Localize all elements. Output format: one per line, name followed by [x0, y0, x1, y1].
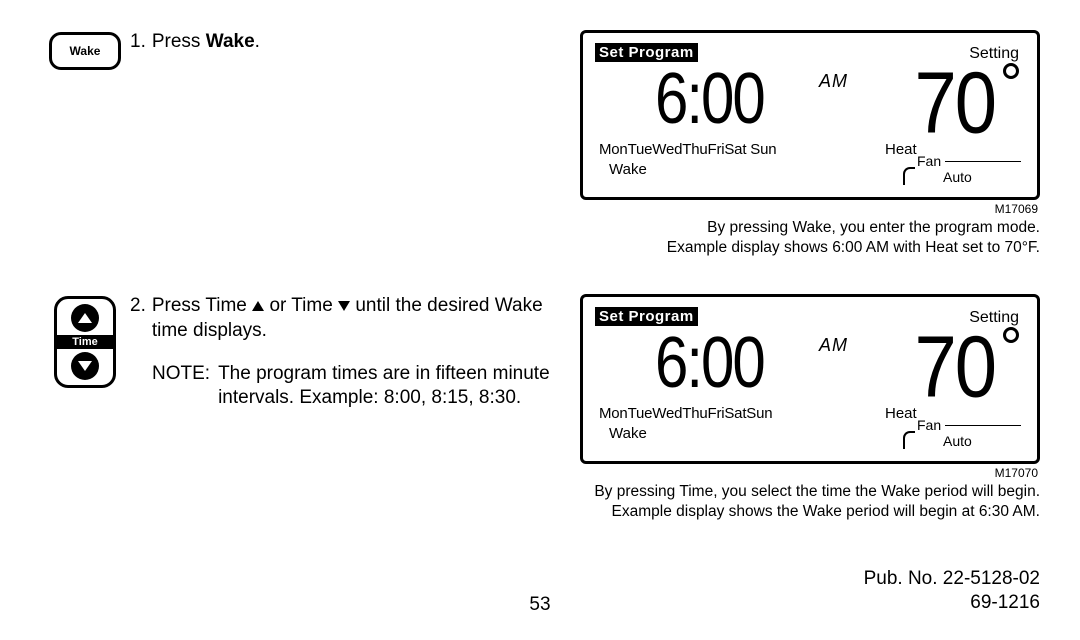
period-label: Wake: [609, 161, 647, 178]
time-display: 6:00: [655, 57, 764, 140]
ampm-display: AM: [819, 71, 848, 92]
step-2-number: 2.: [130, 294, 146, 343]
triangle-up-inline-icon: [252, 301, 264, 311]
doc-number: 69-1216: [970, 592, 1040, 613]
page-number: 53: [529, 594, 550, 616]
step-1-body: Press Wake.: [152, 30, 260, 55]
page-footer: 53 Pub. No. 22-5128-02 69-1216: [40, 567, 1040, 616]
thermostat-screen-2: Set Program Setting 6:00 AM 70 MonTueWed…: [580, 294, 1040, 464]
fan-bracket-icon: [903, 431, 915, 449]
caption-1: By pressing Wake, you enter the program …: [570, 218, 1040, 258]
figure-code-1: M17069: [995, 202, 1038, 216]
step-1-number: 1.: [130, 30, 146, 55]
fan-label: Fan: [917, 417, 943, 433]
fan-line: [945, 425, 1021, 426]
fan-label: Fan: [917, 153, 943, 169]
display-col-2: Set Program Setting 6:00 AM 70 MonTueWed…: [570, 294, 1040, 522]
button-col-1: Wake: [40, 30, 130, 70]
days-row: MonTueWedThuFriSat Sun: [599, 141, 776, 158]
fan-line: [945, 161, 1021, 162]
caption-2: By pressing Time, you select the time th…: [570, 482, 1040, 522]
fan-block: Fan Auto: [903, 419, 1021, 451]
period-label: Wake: [609, 425, 647, 442]
temp-display: 70: [914, 53, 995, 153]
fan-mode-label: Auto: [943, 169, 972, 185]
triangle-down-icon: [78, 361, 92, 371]
step-2-body: Press Time or Time until the desired Wak…: [152, 294, 550, 343]
degree-icon: [1003, 63, 1019, 79]
thermostat-screen-1: Set Program Setting 6:00 AM 70 MonTueWed…: [580, 30, 1040, 200]
time-up-button[interactable]: [71, 304, 99, 332]
pub-number: Pub. No. 22-5128-02: [864, 568, 1040, 589]
note-label: NOTE:: [152, 362, 210, 411]
triangle-up-icon: [78, 313, 92, 323]
fan-mode-label: Auto: [943, 433, 972, 449]
ampm-display: AM: [819, 335, 848, 356]
step-2-row: Time 2. Press Time or Time until the des…: [40, 294, 1040, 522]
triangle-down-inline-icon: [338, 301, 350, 311]
note-block: NOTE: The program times are in fifteen m…: [130, 362, 550, 411]
step-1-row: Wake 1. Press Wake. Set Program Setting …: [40, 30, 1040, 258]
wake-button-label: Wake: [70, 44, 101, 58]
pub-block: Pub. No. 22-5128-02 69-1216: [864, 567, 1040, 616]
step-2-text: 2. Press Time or Time until the desired …: [130, 294, 570, 411]
time-button-group: Time: [54, 296, 116, 388]
fan-block: Fan Auto: [903, 155, 1021, 187]
temp-display: 70: [914, 317, 995, 417]
days-row: MonTueWedThuFriSatSun: [599, 405, 772, 422]
wake-button[interactable]: Wake: [49, 32, 121, 70]
note-body: The program times are in fifteen minute …: [218, 362, 550, 411]
step-1-text: 1. Press Wake.: [130, 30, 570, 55]
time-down-button[interactable]: [71, 352, 99, 380]
button-col-2: Time: [40, 294, 130, 388]
fan-bracket-icon: [903, 167, 915, 185]
time-button-label: Time: [57, 335, 113, 349]
degree-icon: [1003, 327, 1019, 343]
time-display: 6:00: [655, 321, 764, 404]
display-col-1: Set Program Setting 6:00 AM 70 MonTueWed…: [570, 30, 1040, 258]
figure-code-2: M17070: [995, 466, 1038, 480]
